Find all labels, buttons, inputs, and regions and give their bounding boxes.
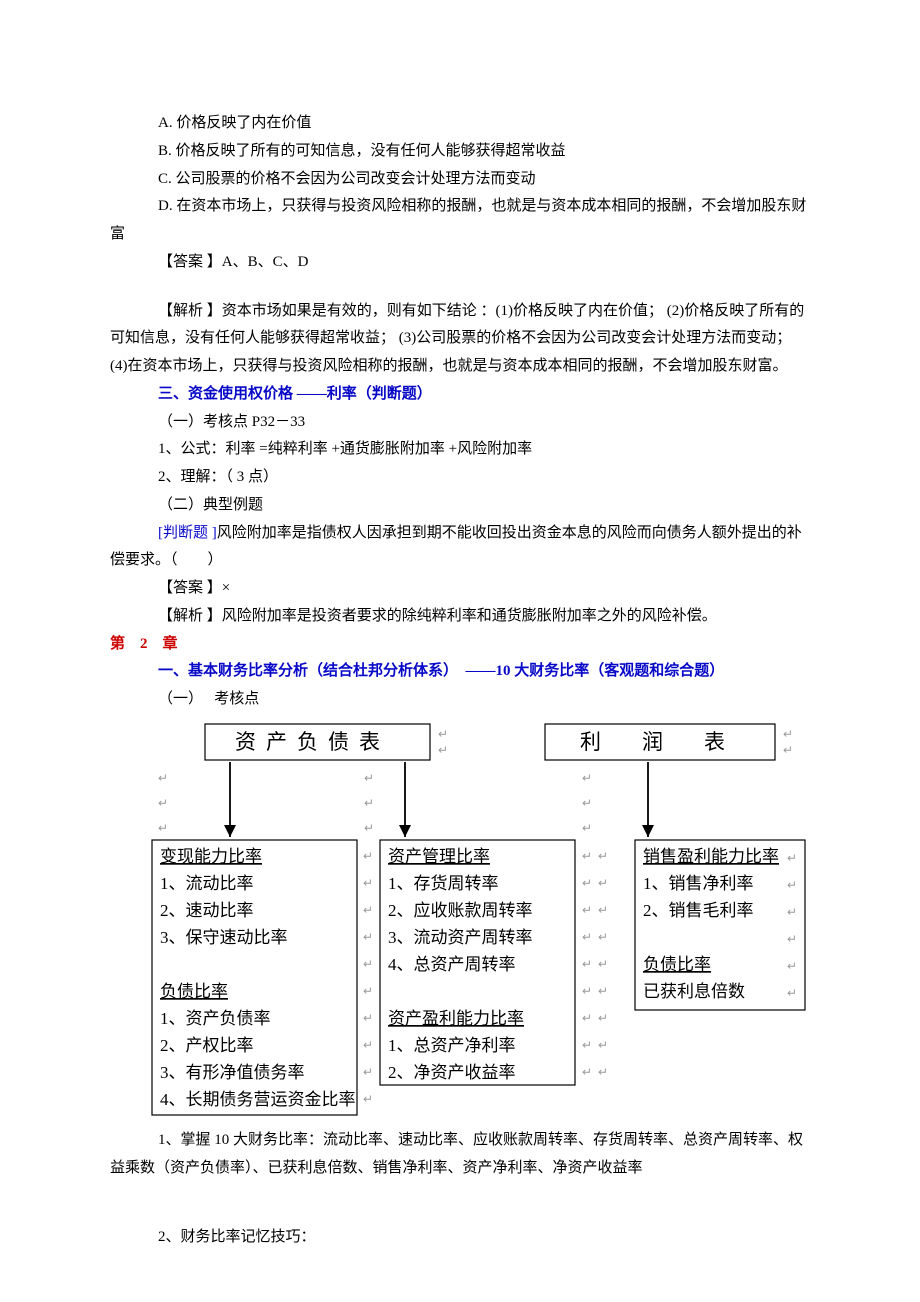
svg-text:↵: ↵ bbox=[787, 932, 797, 946]
svg-text:2、净资产收益率: 2、净资产收益率 bbox=[388, 1063, 516, 1082]
heading-ch2-1a: 一、基本财务比率分析（结合杜邦分析体系） bbox=[158, 663, 466, 679]
svg-text:↵: ↵ bbox=[582, 849, 592, 863]
svg-text:1、资产负债率: 1、资产负债率 bbox=[160, 1009, 271, 1028]
svg-text:↵: ↵ bbox=[582, 876, 592, 890]
svg-text:↵: ↵ bbox=[582, 1011, 592, 1025]
sec3-p2: 1、公式：利率 =纯粹利率 +通货膨胀附加率 +风险附加率 bbox=[110, 436, 810, 464]
svg-text:↵: ↵ bbox=[582, 821, 592, 835]
svg-text:↵: ↵ bbox=[582, 771, 592, 785]
svg-text:2、销售毛利率: 2、销售毛利率 bbox=[643, 901, 754, 920]
svg-text:↵: ↵ bbox=[363, 984, 373, 998]
spacer bbox=[110, 277, 810, 298]
svg-text:↵: ↵ bbox=[787, 986, 797, 1000]
svg-text:已获利息倍数: 已获利息倍数 bbox=[643, 982, 745, 1001]
svg-text:4、长期债务营运资金比率: 4、长期债务营运资金比率 bbox=[160, 1090, 356, 1109]
svg-text:↵: ↵ bbox=[582, 930, 592, 944]
analysis-2: 【解析 】风险附加率是投资者要求的除纯粹利率和通货膨胀附加率之外的风险补偿。 bbox=[110, 603, 810, 631]
svg-text:↵: ↵ bbox=[598, 984, 608, 998]
svg-text:3、有形净值债务率: 3、有形净值债务率 bbox=[160, 1063, 305, 1082]
svg-text:↵: ↵ bbox=[582, 903, 592, 917]
answer-1: 【答案 】A、B、C、D bbox=[110, 249, 810, 277]
heading-ch2-1: 一、基本财务比率分析（结合杜邦分析体系） ——10 大财务比率（客观题和综合题） bbox=[110, 658, 810, 686]
svg-text:↵: ↵ bbox=[582, 957, 592, 971]
svg-text:1、存货周转率: 1、存货周转率 bbox=[388, 874, 499, 893]
sec3-p3: 2、理解：（ 3 点） bbox=[110, 464, 810, 492]
svg-text:↵: ↵ bbox=[787, 878, 797, 892]
svg-text:↵: ↵ bbox=[363, 957, 373, 971]
answer-2: 【答案 】× bbox=[110, 575, 810, 603]
svg-text:↵: ↵ bbox=[598, 957, 608, 971]
svg-text:↵: ↵ bbox=[363, 1065, 373, 1079]
svg-text:资产盈利能力比率: 资产盈利能力比率 bbox=[388, 1009, 524, 1028]
svg-text:利 润 表: 利 润 表 bbox=[580, 730, 735, 754]
svg-text:1、销售净利率: 1、销售净利率 bbox=[643, 874, 754, 893]
kaohedian: （一） 考核点 bbox=[110, 686, 810, 714]
svg-text:↵: ↵ bbox=[158, 796, 168, 810]
svg-text:↵: ↵ bbox=[438, 727, 448, 741]
svg-text:↵: ↵ bbox=[582, 796, 592, 810]
svg-text:3、保守速动比率: 3、保守速动比率 bbox=[160, 928, 288, 947]
judge-label: [判断题 ] bbox=[158, 525, 217, 541]
svg-text:↵: ↵ bbox=[787, 905, 797, 919]
svg-text:↵: ↵ bbox=[438, 743, 448, 757]
svg-text:2、产权比率: 2、产权比率 bbox=[160, 1036, 254, 1055]
svg-text:↵: ↵ bbox=[582, 984, 592, 998]
svg-text:↵: ↵ bbox=[363, 1092, 373, 1106]
svg-text:↵: ↵ bbox=[598, 903, 608, 917]
heading-ch2-1b: ——10 大财务比率（客观题和综合题） bbox=[466, 663, 725, 679]
after-p1: 1、掌握 10 大财务比率：流动比率、速动比率、应收账款周转率、存货周转率、总资… bbox=[110, 1127, 810, 1183]
svg-text:↵: ↵ bbox=[363, 876, 373, 890]
document-page: A. 价格反映了内在价值 B. 价格反映了所有的可知信息，没有任何人能够获得超常… bbox=[0, 0, 920, 1302]
svg-text:↵: ↵ bbox=[783, 743, 793, 757]
svg-text:↵: ↵ bbox=[363, 930, 373, 944]
flowchart-diagram: 资产负债表 利 润 表 ↵ ↵ ↵ ↵ ↵ ↵ ↵ ↵ ↵ ↵ ↵ ↵ ↵ 变现能力比率 1、流动比率 2、速动比… bbox=[150, 722, 810, 1117]
option-c: C. 公司股票的价格不会因为公司改变会计处理方法而变动 bbox=[110, 166, 810, 194]
svg-text:1、流动比率: 1、流动比率 bbox=[160, 874, 254, 893]
svg-text:↵: ↵ bbox=[158, 771, 168, 785]
svg-text:↵: ↵ bbox=[598, 849, 608, 863]
svg-text:↵: ↵ bbox=[598, 876, 608, 890]
svg-text:资产负债表: 资产负债表 bbox=[235, 730, 390, 754]
svg-text:销售盈利能力比率: 销售盈利能力比率 bbox=[643, 847, 779, 866]
svg-text:↵: ↵ bbox=[364, 821, 374, 835]
svg-text:↵: ↵ bbox=[582, 1038, 592, 1052]
svg-text:↵: ↵ bbox=[598, 1011, 608, 1025]
sec3-p1: （一）考核点 P32－33 bbox=[110, 409, 810, 437]
svg-text:变现能力比率: 变现能力比率 bbox=[160, 847, 262, 866]
svg-text:4、总资产周转率: 4、总资产周转率 bbox=[388, 955, 516, 974]
svg-text:↵: ↵ bbox=[598, 1038, 608, 1052]
heading-section-3: 三、资金使用权价格 ——利率（判断题） bbox=[110, 381, 810, 409]
option-a: A. 价格反映了内在价值 bbox=[110, 110, 810, 138]
analysis-1: 【解析 】资本市场如果是有效的，则有如下结论 ：(1)价格反映了内在价值； (2… bbox=[110, 298, 810, 381]
svg-text:↵: ↵ bbox=[783, 727, 793, 741]
svg-text:↵: ↵ bbox=[598, 930, 608, 944]
svg-text:3、流动资产周转率: 3、流动资产周转率 bbox=[388, 928, 533, 947]
svg-text:↵: ↵ bbox=[582, 1065, 592, 1079]
svg-text:↵: ↵ bbox=[363, 1011, 373, 1025]
svg-text:资产管理比率: 资产管理比率 bbox=[388, 847, 490, 866]
svg-text:负债比率: 负债比率 bbox=[643, 955, 711, 974]
svg-text:↵: ↵ bbox=[158, 821, 168, 835]
sec3-p4: （二）典型例题 bbox=[110, 492, 810, 520]
judge-question: [判断题 ]风险附加率是指债权人因承担到期不能收回投出资金本息的风险而向债务人额… bbox=[110, 520, 810, 576]
svg-text:2、速动比率: 2、速动比率 bbox=[160, 901, 254, 920]
spacer bbox=[110, 1182, 810, 1224]
svg-text:↵: ↵ bbox=[598, 1065, 608, 1079]
svg-text:↵: ↵ bbox=[363, 1038, 373, 1052]
option-d: D. 在资本市场上，只获得与投资风险相称的报酬，也就是与资本成本相同的报酬，不会… bbox=[110, 193, 810, 249]
option-b: B. 价格反映了所有的可知信息，没有任何人能够获得超常收益 bbox=[110, 138, 810, 166]
chapter-2-title: 第 2 章 bbox=[110, 631, 810, 659]
svg-text:↵: ↵ bbox=[364, 771, 374, 785]
flowchart-svg: 资产负债表 利 润 表 ↵ ↵ ↵ ↵ ↵ ↵ ↵ ↵ ↵ ↵ ↵ ↵ ↵ 变现能力比率 1、流动比率 2、速动比… bbox=[150, 722, 840, 1117]
svg-text:↵: ↵ bbox=[364, 796, 374, 810]
after-p2: 2、财务比率记忆技巧： bbox=[110, 1224, 810, 1252]
svg-text:↵: ↵ bbox=[363, 903, 373, 917]
svg-text:2、应收账款周转率: 2、应收账款周转率 bbox=[388, 901, 533, 920]
svg-text:1、总资产净利率: 1、总资产净利率 bbox=[388, 1036, 516, 1055]
svg-text:负债比率: 负债比率 bbox=[160, 982, 228, 1001]
svg-text:↵: ↵ bbox=[787, 959, 797, 973]
svg-text:↵: ↵ bbox=[787, 851, 797, 865]
svg-text:↵: ↵ bbox=[363, 849, 373, 863]
